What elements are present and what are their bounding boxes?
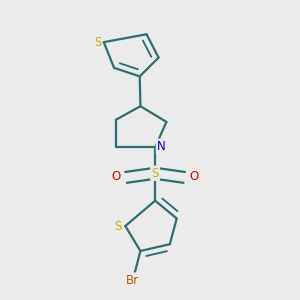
Text: S: S (94, 36, 101, 49)
Text: N: N (157, 140, 166, 153)
Text: O: O (112, 170, 121, 183)
Text: S: S (152, 167, 159, 180)
Text: S: S (114, 220, 122, 232)
Text: O: O (189, 170, 198, 183)
Text: Br: Br (126, 274, 139, 286)
